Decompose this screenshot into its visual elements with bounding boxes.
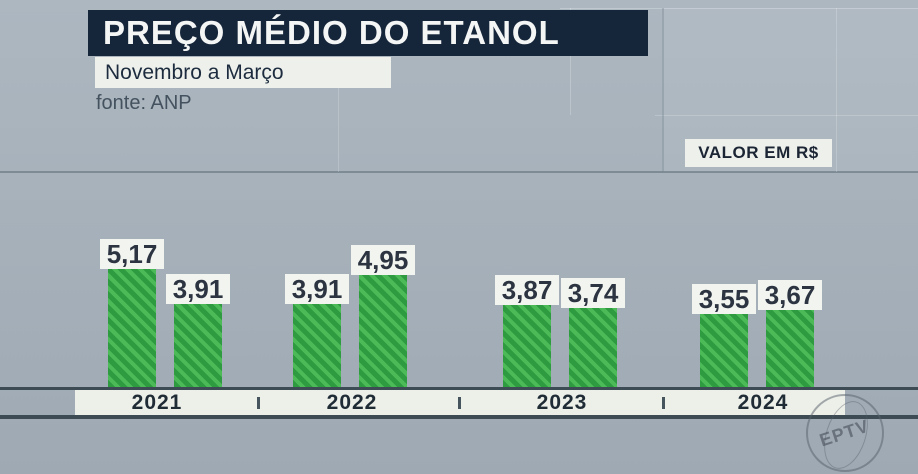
bar-column: 3,91 bbox=[165, 274, 231, 387]
bar-group-2023: 3,87 3,74 bbox=[494, 275, 626, 387]
bar-group-2024: 3,55 3,67 bbox=[691, 280, 823, 387]
bar-value-label: 3,67 bbox=[757, 280, 823, 310]
x-axis-label-2023: 2023 bbox=[536, 391, 588, 414]
bar bbox=[503, 301, 551, 387]
unit-label: VALOR EM R$ bbox=[698, 143, 819, 162]
chart-title-box: PREÇO MÉDIO DO ETANOL bbox=[88, 10, 648, 56]
bar-column: 4,95 bbox=[350, 245, 416, 387]
chart-title: PREÇO MÉDIO DO ETANOL bbox=[103, 14, 560, 51]
x-axis-label-2022: 2022 bbox=[326, 391, 378, 414]
bar-column: 3,74 bbox=[560, 278, 626, 387]
bar-column: 3,55 bbox=[691, 284, 757, 387]
x-axis-label-2021: 2021 bbox=[131, 391, 183, 414]
bar-column: 3,91 bbox=[284, 274, 350, 387]
axis-line-top bbox=[0, 387, 918, 390]
bar-group-2022: 3,91 4,95 bbox=[284, 245, 416, 387]
bar bbox=[700, 310, 748, 387]
axis-line-bottom bbox=[0, 415, 918, 419]
chart-subtitle: Novembro a Março bbox=[105, 60, 284, 84]
axis-tick bbox=[662, 397, 665, 409]
bar bbox=[108, 265, 156, 387]
bar bbox=[569, 304, 617, 387]
bar-value-label: 3,87 bbox=[494, 275, 560, 305]
bar-value-label: 3,91 bbox=[284, 274, 350, 304]
bar-column: 5,17 bbox=[99, 239, 165, 387]
bar bbox=[359, 271, 407, 387]
bar-group-2021: 5,17 3,91 bbox=[99, 239, 231, 387]
bar bbox=[293, 300, 341, 387]
unit-label-box: VALOR EM R$ bbox=[685, 139, 832, 167]
eptv-watermark-logo: EPTV bbox=[806, 394, 884, 472]
x-axis-label-2024: 2024 bbox=[737, 391, 789, 414]
bar bbox=[766, 306, 814, 387]
axis-tick bbox=[458, 397, 461, 409]
bar-value-label: 3,55 bbox=[691, 284, 757, 314]
bar-value-label: 3,91 bbox=[165, 274, 231, 304]
axis-tick bbox=[257, 397, 260, 409]
bar-value-label: 3,74 bbox=[560, 278, 626, 308]
chart-subtitle-box: Novembro a Março bbox=[95, 57, 391, 88]
bar-value-label: 4,95 bbox=[350, 245, 416, 275]
bar bbox=[174, 300, 222, 387]
chart-source: fonte: ANP bbox=[96, 92, 192, 114]
eptv-watermark-text: EPTV bbox=[817, 415, 873, 450]
bar-value-label: 5,17 bbox=[99, 239, 165, 269]
bar-column: 3,67 bbox=[757, 280, 823, 387]
bar-column: 3,87 bbox=[494, 275, 560, 387]
